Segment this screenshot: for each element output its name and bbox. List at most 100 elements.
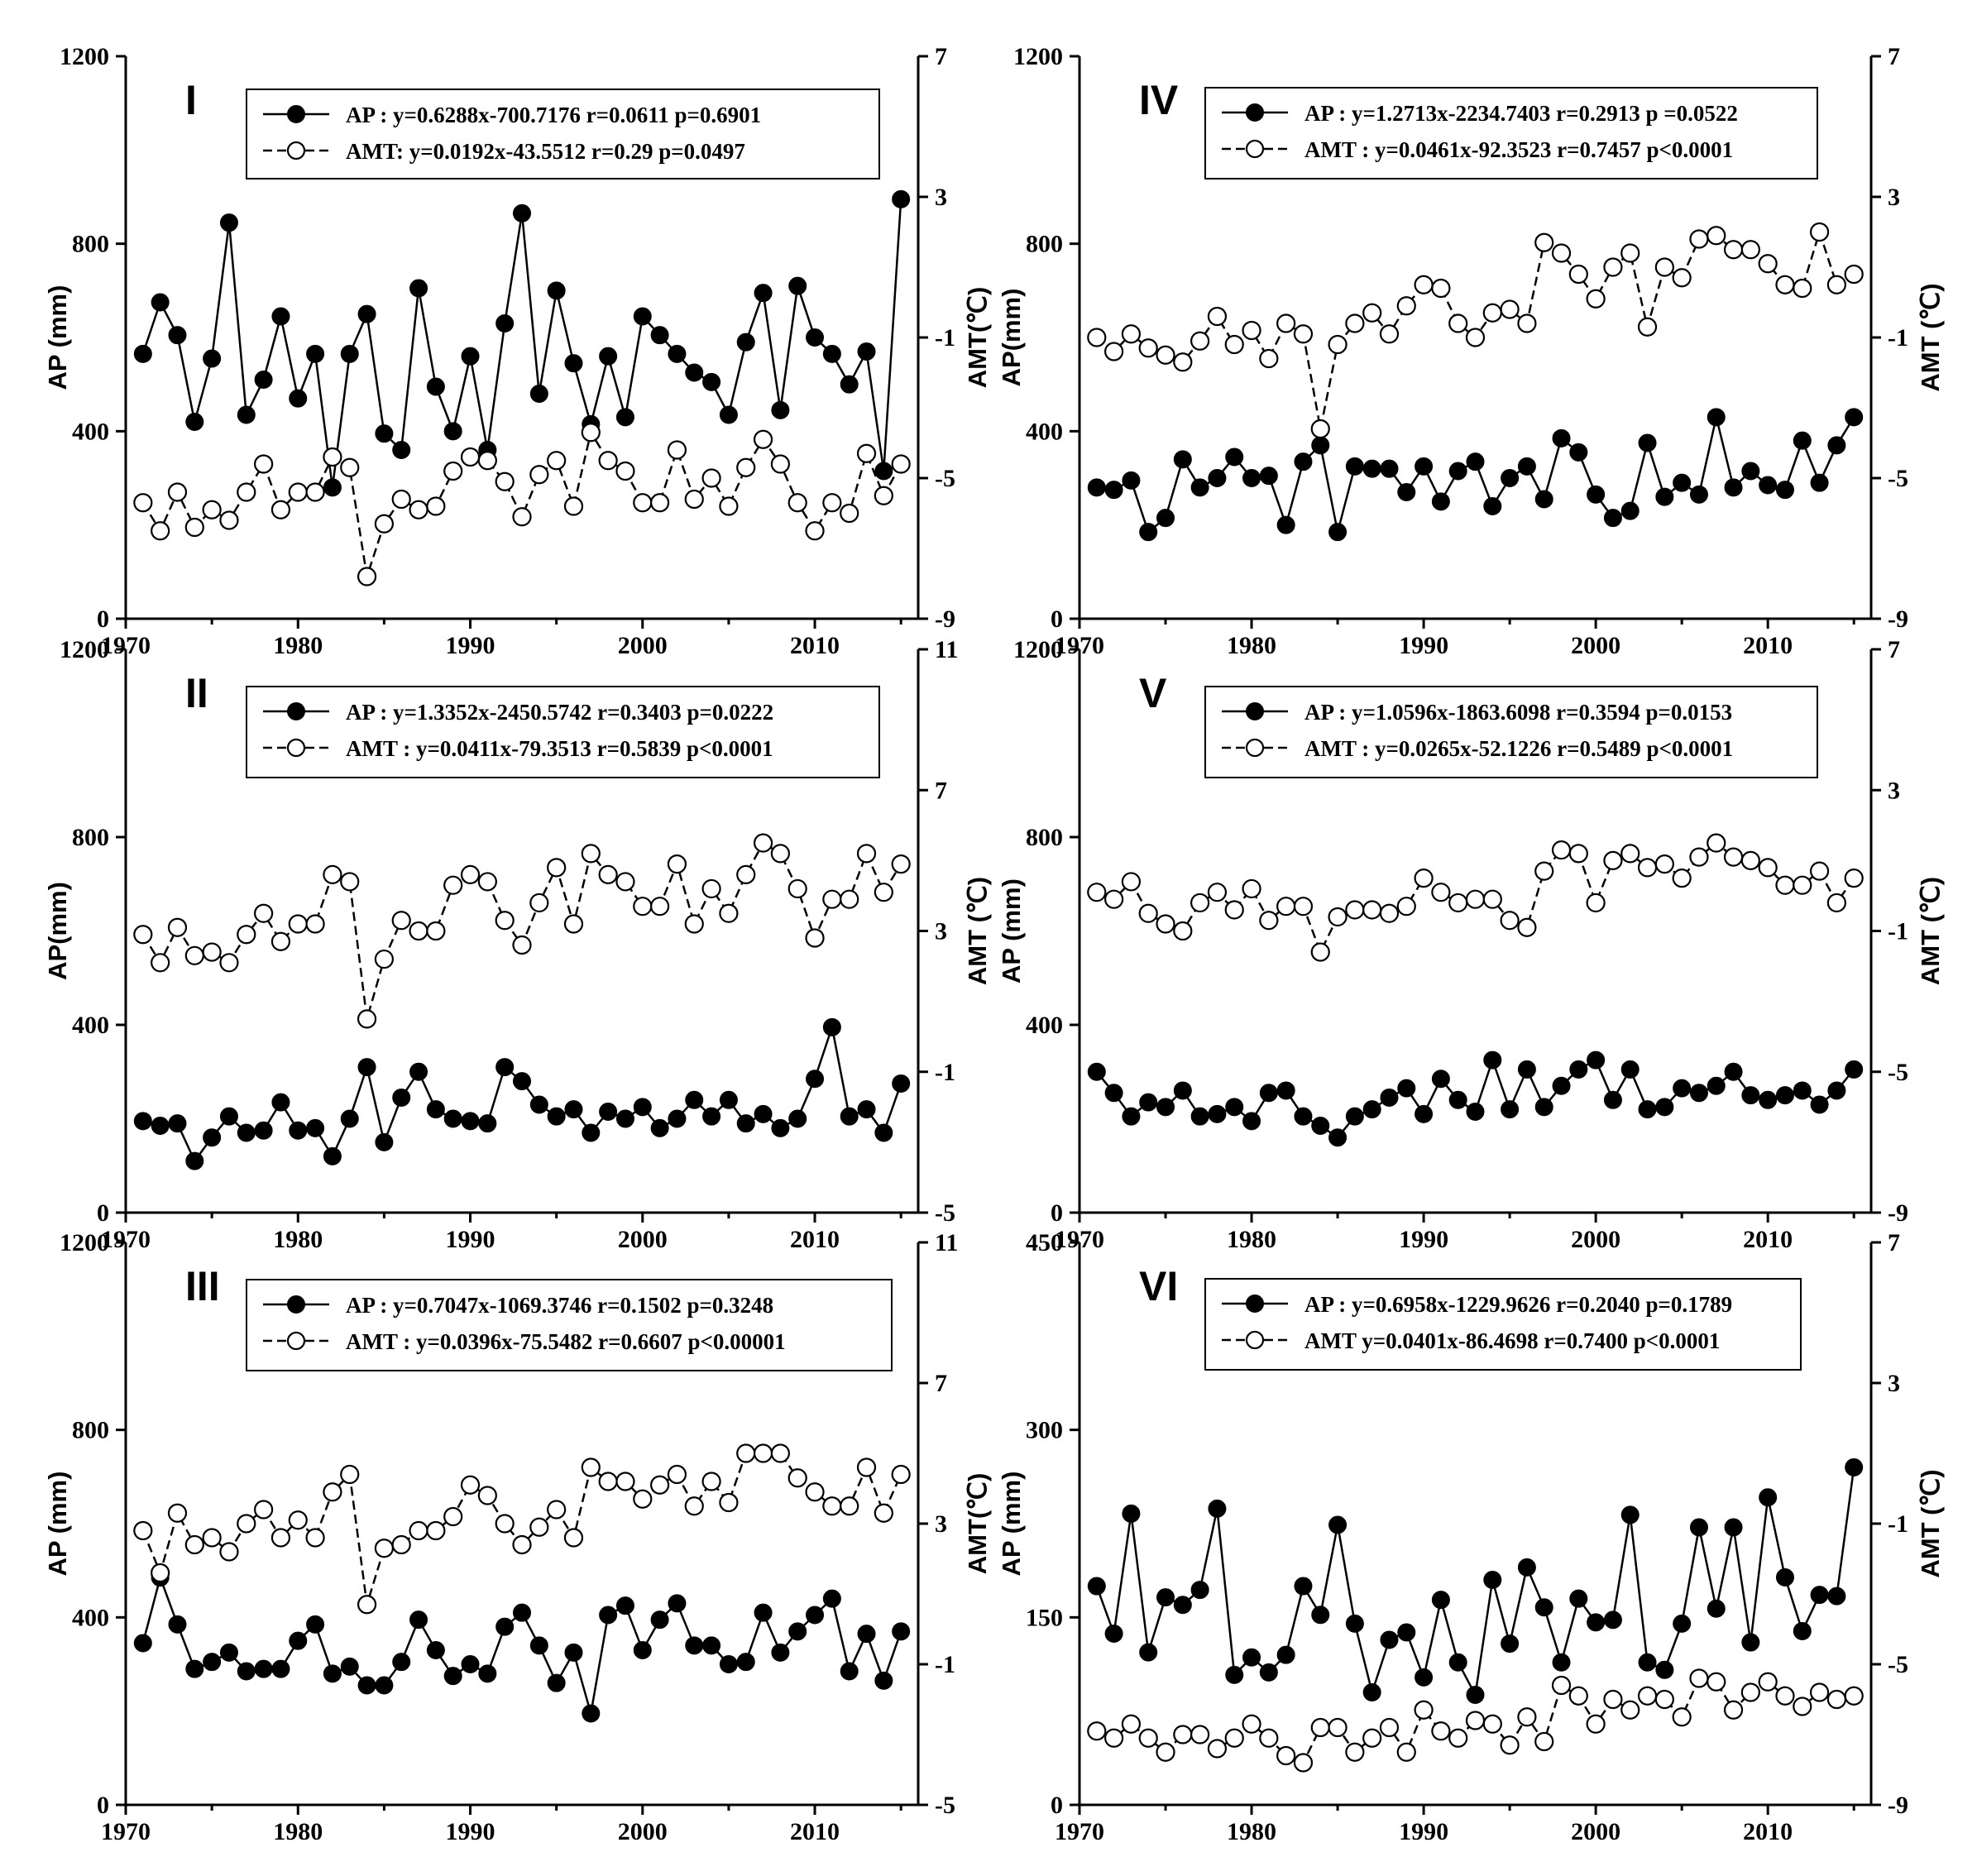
x-tick-label: 1990 <box>446 632 495 659</box>
amt-data-point <box>1758 254 1778 274</box>
ap-data-point <box>1225 1098 1244 1117</box>
y2-tick-label: -1 <box>935 1651 955 1678</box>
y-tick-label: 400 <box>72 1604 109 1631</box>
y2-tick-label: -5 <box>935 1792 955 1819</box>
ap-data-point <box>1569 1589 1588 1608</box>
y2-tick-label: -5 <box>1888 1059 1908 1086</box>
ap-data-point <box>668 344 687 363</box>
ap-data-point <box>237 1123 256 1142</box>
x-tick-label: 2000 <box>1571 1226 1620 1253</box>
ap-data-point <box>1827 436 1846 455</box>
amt-data-point <box>288 914 308 934</box>
amt-data-point <box>581 1457 601 1477</box>
legend-box <box>246 89 880 179</box>
amt-data-point <box>650 897 670 916</box>
y-axis-title: AP (mm) <box>43 1472 72 1577</box>
ap-data-point <box>426 377 445 396</box>
amt-data-point <box>357 567 377 586</box>
ap-data-point <box>1827 1586 1846 1606</box>
ap-data-point <box>1534 490 1553 509</box>
amt-data-point <box>340 457 360 477</box>
amt-data-point <box>891 1464 911 1485</box>
ap-data-point <box>806 1070 825 1089</box>
amt-data-point <box>840 889 859 909</box>
amt-data-point <box>770 454 790 474</box>
ap-data-point <box>788 1109 807 1128</box>
ap-data-point <box>840 375 859 394</box>
ap-data-point <box>754 284 773 303</box>
ap-data-point <box>1534 1098 1553 1117</box>
y-tick-label: 800 <box>1026 824 1063 851</box>
amt-data-point <box>167 1503 188 1523</box>
chart-panel-VI: 0 150 300 450 -9 -5 -1 3 7 1970 1980 1990 2000 2010 AP… <box>997 1229 1945 1845</box>
ap-data-point <box>892 1074 911 1093</box>
amt-data-point <box>1551 840 1572 860</box>
ap-data-point <box>788 1622 807 1641</box>
ap-data-point <box>1259 1663 1278 1682</box>
ap-data-point <box>151 1117 170 1136</box>
amt-data-point <box>477 872 497 892</box>
ap-data-point <box>806 1606 825 1625</box>
y2-tick-label: -1 <box>1888 1510 1908 1538</box>
ap-data-point <box>392 1653 411 1672</box>
ap-data-point <box>650 326 669 345</box>
amt-data-point <box>1826 893 1846 913</box>
amt-data-point <box>237 925 256 945</box>
amt-data-point <box>254 903 274 923</box>
amt-data-point <box>822 493 842 513</box>
amt-data-point <box>1654 854 1674 874</box>
ap-data-point <box>1362 1683 1381 1701</box>
amt-data-point <box>512 935 532 955</box>
amt-data-point <box>184 945 204 965</box>
ap-data-point <box>1724 1062 1743 1081</box>
ap-data-point <box>1501 1100 1520 1119</box>
y2-axis-title: AMT (℃) <box>1916 877 1945 985</box>
ap-data-point <box>443 1109 462 1128</box>
amt-data-point <box>633 897 653 916</box>
amt-data-point <box>547 451 567 471</box>
ap-data-point <box>874 462 893 481</box>
y-axis-title: AP (mm) <box>43 285 72 390</box>
amt-data-point <box>1793 278 1812 299</box>
legend-box <box>1204 87 1818 179</box>
ap-data-point <box>426 1641 445 1659</box>
ap-data-point <box>1638 433 1657 452</box>
ap-data-point <box>1655 1660 1674 1679</box>
legend-amt-text: AMT : y=0.0265x-52.1226 r=0.5489 p<0.000… <box>1304 736 1733 761</box>
ap-data-point <box>736 1653 755 1672</box>
amt-data-point <box>443 461 463 481</box>
ap-data-point <box>547 281 566 300</box>
legend: AP : y=1.2713x-2234.7403 r=0.2913 p =0.0… <box>1204 87 1818 179</box>
ap-data-point <box>1173 1596 1192 1615</box>
ap-data-point <box>1517 1060 1536 1079</box>
ap-data-point <box>375 1132 394 1151</box>
x-tick-label: 1990 <box>446 1226 495 1253</box>
amt-data-point <box>753 1443 773 1463</box>
ap-data-point <box>1448 1090 1467 1109</box>
y-tick-label: 400 <box>1026 418 1063 445</box>
amt-data-point <box>805 928 825 948</box>
ap-data-point <box>1552 1653 1571 1672</box>
amt-data-point <box>598 864 618 885</box>
ap-data-point <box>1122 1107 1141 1126</box>
ap-data-point <box>357 304 376 323</box>
y2-tick-label: 3 <box>1888 777 1900 804</box>
y-tick-label: 800 <box>72 231 109 258</box>
ap-data-point <box>1294 1107 1313 1126</box>
amt-data-point <box>1482 303 1502 323</box>
ap-data-point <box>340 1657 359 1676</box>
y-axis-title: AP(mm) <box>997 289 1026 387</box>
ap-data-point <box>1638 1653 1657 1672</box>
amt-data-point <box>1758 1672 1778 1692</box>
ap-data-point <box>1104 1624 1123 1643</box>
amt-data-point <box>1637 858 1658 878</box>
ap-data-point <box>461 1112 480 1131</box>
legend-amt-marker <box>286 738 306 758</box>
panel-label: II <box>185 670 208 716</box>
amt-data-point <box>1482 889 1502 909</box>
ap-data-point <box>1311 1117 1330 1136</box>
ap-data-point <box>203 1653 222 1672</box>
x-tick-label: 2010 <box>1743 632 1793 659</box>
y2-axis-title: AMT(℃) <box>963 1473 992 1575</box>
